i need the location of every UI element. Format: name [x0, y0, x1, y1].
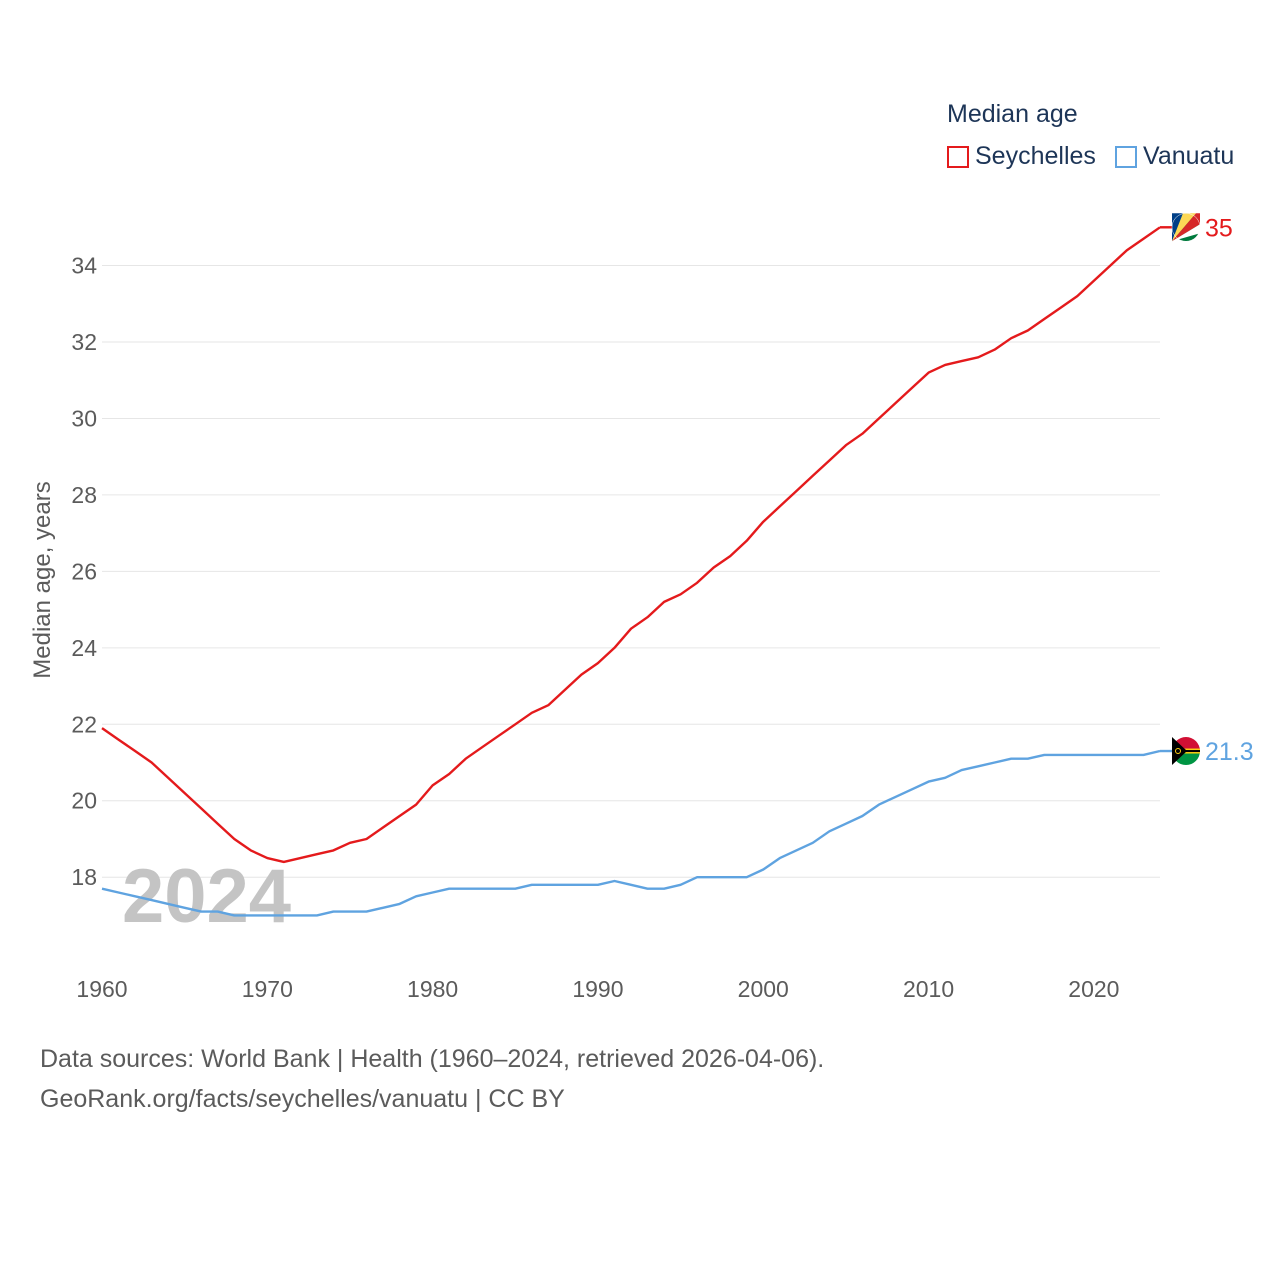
y-tick-24: 24: [71, 635, 97, 661]
flag-rim: [1171, 213, 1201, 242]
x-axis-ticks: 1960 1970 1980 1990 2000 2010 2020: [76, 976, 1119, 1002]
flag-red: [1172, 213, 1200, 242]
year-watermark: 2024: [122, 854, 291, 939]
flag-triangle: [1172, 737, 1187, 766]
flag-icon-vanuatu: [1172, 737, 1200, 766]
y-axis-ticks: 18 20 22 24 26 28 30 32 34: [71, 253, 97, 891]
y-tick-28: 28: [71, 482, 97, 508]
flag-white: [1172, 224, 1200, 242]
y-tick-20: 20: [71, 788, 97, 814]
legend-item-seychelles[interactable]: Seychelles: [947, 142, 1096, 171]
y-tick-32: 32: [71, 329, 97, 355]
x-tick-1970: 1970: [242, 976, 293, 1002]
flag-icon-seychelles: [1171, 213, 1201, 242]
x-tick-2020: 2020: [1068, 976, 1119, 1002]
x-tick-1960: 1960: [76, 976, 127, 1002]
x-tick-2010: 2010: [903, 976, 954, 1002]
footer-sources: Data sources: World Bank | Health (1960–…: [40, 1045, 825, 1073]
x-tick-2000: 2000: [738, 976, 789, 1002]
legend-swatch-seychelles: [947, 145, 969, 168]
footer-attribution[interactable]: GeoRank.org/facts/seychelles/vanuatu | C…: [40, 1085, 565, 1113]
series-lines: [101, 226, 1161, 917]
x-tick-1980: 1980: [407, 976, 458, 1002]
end-label-seychelles: 35: [1205, 214, 1233, 242]
legend-swatch-vanuatu: [1115, 145, 1137, 168]
legend-item-vanuatu[interactable]: Vanuatu: [1115, 142, 1234, 171]
x-tick-1990: 1990: [572, 976, 623, 1002]
grid-lines: [102, 265, 1160, 878]
end-markers: 35 21.3: [1160, 213, 1254, 766]
legend-label-vanuatu: Vanuatu: [1143, 142, 1235, 170]
y-tick-22: 22: [71, 711, 97, 737]
legend-title: Median age: [947, 100, 1078, 128]
end-label-vanuatu: 21.3: [1205, 738, 1254, 766]
y-tick-34: 34: [71, 253, 97, 279]
y-tick-18: 18: [71, 864, 97, 890]
y-tick-26: 26: [71, 558, 97, 584]
series-line-vanuatu: [101, 749, 1161, 917]
y-tick-30: 30: [71, 405, 97, 431]
y-axis-label: Median age, years: [29, 481, 56, 678]
series-line-seychelles: [101, 226, 1161, 864]
legend-label-seychelles: Seychelles: [975, 142, 1096, 170]
flag-emblem: [1175, 748, 1181, 755]
